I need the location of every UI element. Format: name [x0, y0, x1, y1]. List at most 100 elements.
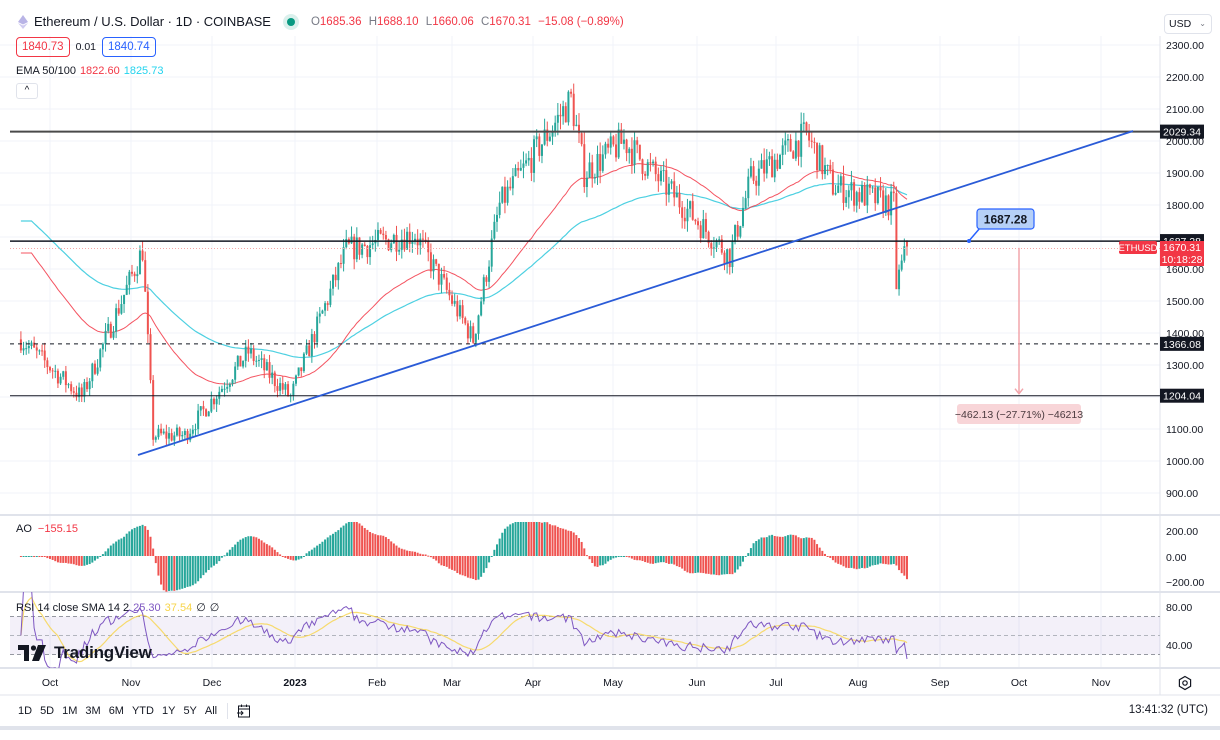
candle-body [453, 300, 456, 304]
candle-body [414, 238, 417, 242]
rsi-legend[interactable]: RSI 14 close SMA 14 2 25.30 37.54 ∅ ∅ [16, 601, 219, 614]
ao-bar [810, 537, 813, 556]
measure-arrowhead [1014, 388, 1024, 395]
candle-body [665, 170, 668, 195]
candle-body [41, 350, 44, 352]
currency-select[interactable]: USD ⌄ [1164, 14, 1212, 34]
ao-bar [580, 541, 583, 556]
symbol-title[interactable]: Ethereum / U.S. Dollar · 1D · COINBASE [34, 14, 271, 29]
ao-bar [641, 556, 644, 562]
candle-body [22, 348, 25, 351]
candle-body [794, 140, 797, 159]
ao-bar [350, 522, 353, 556]
candle-body [562, 106, 565, 117]
range-button-1m[interactable]: 1M [62, 705, 78, 717]
range-button-all[interactable]: All [204, 705, 218, 717]
ao-bar [136, 526, 139, 556]
candle-body [699, 225, 702, 239]
ao-bar [207, 556, 210, 570]
candle-body [80, 387, 83, 397]
candle-body [376, 229, 379, 240]
range-button-6m[interactable]: 6M [108, 705, 124, 717]
candle-body [421, 238, 424, 240]
change-value: −15.08 (−0.89%) [538, 15, 624, 28]
price-tick: 1300.00 [1166, 360, 1204, 372]
ao-bar [80, 556, 83, 566]
ao-bar [720, 556, 723, 575]
utc-clock[interactable]: 13:41:32 (UTC) [1128, 704, 1208, 716]
time-tick: 2023 [283, 677, 307, 689]
candle-body [538, 136, 541, 156]
range-button-3m[interactable]: 3M [85, 705, 101, 717]
ema50-value: 1822.60 [79, 65, 120, 77]
candle-body [324, 303, 327, 311]
range-button-1y[interactable]: 1Y [161, 705, 176, 717]
ao-bar [715, 556, 718, 576]
candle-body [316, 316, 319, 343]
ao-bar [554, 525, 557, 556]
candle-body [210, 398, 213, 412]
candle-body [86, 382, 89, 390]
go-to-date-icon[interactable] [236, 703, 252, 719]
ao-bar [181, 556, 184, 589]
ao-bar [583, 548, 586, 556]
candle-body [509, 186, 512, 189]
buy-button[interactable]: 1840.74 [102, 37, 156, 57]
ao-bar [329, 535, 332, 556]
range-button-5y[interactable]: 5Y [183, 705, 197, 717]
ao-legend[interactable]: AO −155.15 [16, 523, 78, 535]
candle-body [273, 372, 276, 387]
ao-bar [300, 556, 303, 559]
ao-bar [101, 554, 104, 556]
time-tick: Aug [849, 677, 868, 689]
candle-body [260, 358, 263, 360]
ao-bar [858, 556, 861, 569]
candle-body [588, 162, 591, 178]
candle-body [279, 383, 282, 391]
candle-body [572, 93, 575, 127]
ao-bar [168, 556, 171, 591]
range-buttons: 1D 5D 1M 3M 6M YTD 1Y 5Y All [14, 705, 221, 717]
collapse-legend-button[interactable]: ^ [16, 83, 38, 99]
sell-button[interactable]: 1840.73 [16, 37, 70, 57]
ao-bar [191, 556, 194, 586]
ao-bar [527, 522, 530, 556]
ao-bar [215, 556, 218, 564]
ao-bar [482, 556, 485, 573]
candle-body [25, 348, 28, 350]
candle-body [104, 330, 107, 344]
ao-bar [398, 547, 401, 556]
candle-body [321, 310, 324, 314]
ao-bar [496, 544, 499, 556]
candle-body [265, 362, 268, 371]
candle-body [578, 124, 580, 134]
time-tick: Oct [1011, 677, 1027, 689]
ao-bar [19, 556, 22, 557]
ao-bar [440, 556, 443, 566]
candle-body [649, 162, 652, 164]
candle-body [136, 274, 139, 277]
candle-body [482, 277, 485, 302]
candle-body [46, 360, 49, 368]
range-button-ytd[interactable]: YTD [131, 705, 154, 717]
range-button-1d[interactable]: 1D [18, 705, 33, 717]
range-button-5d[interactable]: 5D [40, 705, 55, 717]
axis-settings-icon[interactable] [1177, 675, 1193, 691]
candle-body [496, 214, 499, 222]
ao-bar [652, 556, 655, 564]
ao-bar [70, 556, 73, 564]
candle-body [43, 350, 46, 361]
ao-bar [252, 536, 255, 556]
ao-bar [747, 553, 750, 556]
ao-bar [718, 556, 721, 576]
ao-bar [345, 523, 348, 556]
tradingview-logo[interactable]: TradingView [18, 643, 152, 663]
ema-legend[interactable]: EMA 50/100 1822.60 1825.73 [16, 65, 163, 77]
ao-bar [321, 541, 324, 556]
callout-anchor-dot [967, 239, 971, 243]
candle-body [125, 284, 128, 295]
candle-body [821, 145, 824, 175]
candle-body [281, 383, 284, 390]
candle-body [99, 349, 102, 368]
